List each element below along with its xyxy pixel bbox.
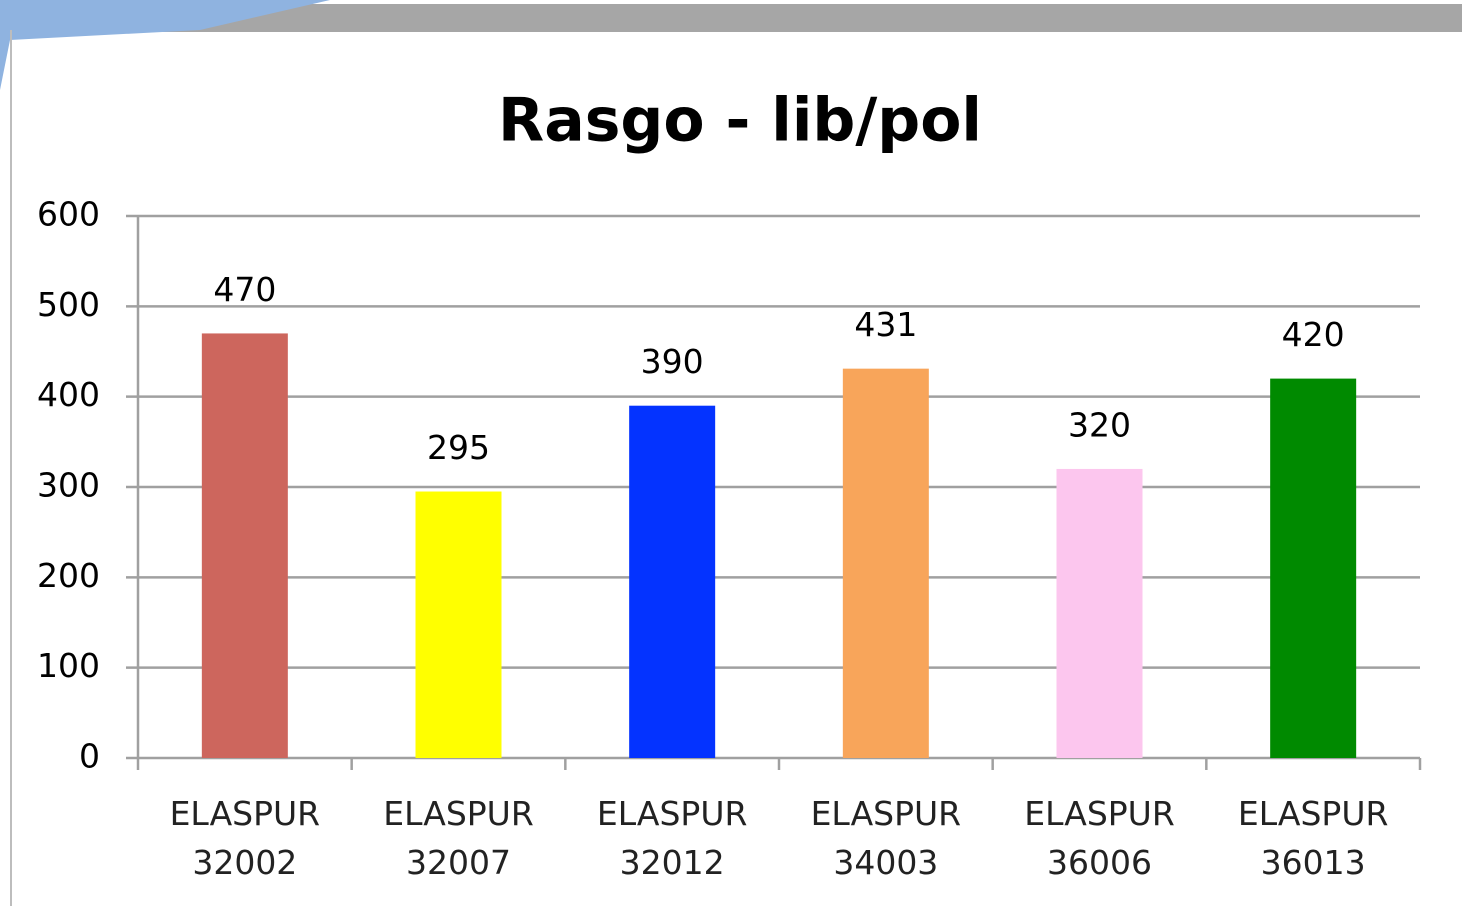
value-label: 320 — [1068, 405, 1131, 444]
bar — [1056, 468, 1143, 758]
x-tick-label: ELASPUR 36006 — [1024, 794, 1175, 882]
bar — [1270, 378, 1357, 758]
x-tick-label: ELASPUR 34003 — [810, 794, 962, 882]
x-tick-label: ELASPUR 32002 — [169, 794, 321, 882]
value-label: 431 — [854, 305, 917, 344]
y-tick-label: 100 — [37, 646, 100, 685]
value-label: 390 — [641, 342, 704, 381]
chart-title: Rasgo - lib/pol — [498, 86, 982, 156]
y-tick-label: 0 — [79, 737, 100, 776]
bar — [842, 368, 929, 758]
y-tick-label: 300 — [37, 466, 100, 505]
x-tick-label: ELASPUR 32012 — [596, 794, 748, 882]
corner-decoration — [0, 0, 330, 90]
y-tick-label: 200 — [37, 556, 100, 595]
x-tick-label: ELASPUR 32007 — [383, 794, 534, 882]
value-label: 295 — [427, 428, 490, 467]
bar — [629, 405, 716, 758]
y-tick-label: 400 — [37, 375, 100, 414]
bar — [201, 333, 288, 758]
x-tick-label: ELASPUR 36013 — [1237, 794, 1389, 882]
y-tick-label: 500 — [37, 285, 100, 324]
value-label: 470 — [213, 270, 276, 309]
bar — [415, 491, 502, 758]
y-tick-label: 600 — [37, 195, 100, 234]
value-label: 420 — [1282, 315, 1345, 354]
